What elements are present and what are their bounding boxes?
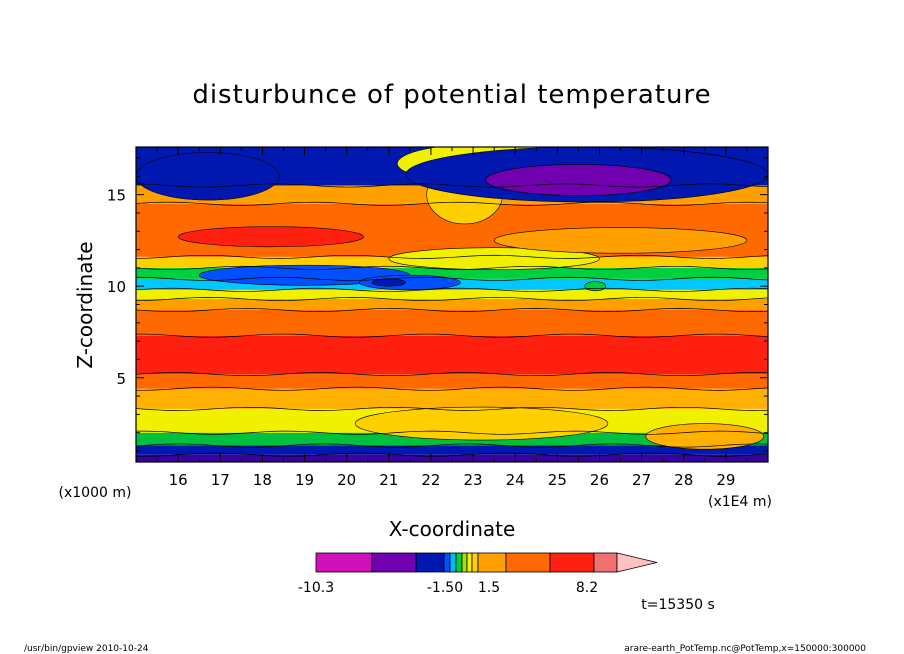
contour-line-12 (136, 265, 768, 270)
program-label: /usr/bin/gpview 2010-10-24 (24, 644, 149, 654)
colorbar-bin (371, 552, 417, 573)
x-scale-label: (x1E4 m) (708, 494, 772, 510)
colorbar-labels: -10.3 -1.50 1.5 8.2 (298, 580, 598, 596)
contour-line-5 (136, 386, 768, 391)
colorbar-bin (471, 552, 479, 573)
y-axis-label: Z-coordinate (73, 241, 97, 368)
x-tick-label: 19 (295, 471, 314, 489)
x-tick-label: 16 (169, 471, 188, 489)
x-tick-label: 26 (590, 471, 609, 489)
y-tick-label: 10 (107, 278, 126, 296)
y-axis: 5 10 15 (107, 157, 768, 452)
contour-line-14 (136, 201, 768, 206)
contour-band-8 (136, 299, 768, 310)
contour-feature-8 (388, 247, 600, 271)
x-tick-label: 27 (632, 471, 651, 489)
colorbar-bin (549, 552, 595, 573)
source-label: arare-earth_PotTemp.nc@PotTemp,x=150000:… (624, 644, 866, 654)
x-axis-label: X-coordinate (389, 517, 516, 541)
colorbar-bin (461, 552, 468, 573)
contour-line-11 (136, 276, 768, 281)
contour-line-8 (136, 308, 768, 312)
contour-feature-11 (354, 406, 609, 441)
colorbar-label: 8.2 (576, 580, 598, 596)
contour-band-9 (136, 289, 768, 300)
colorbar-extension (616, 552, 658, 573)
x-tick-label: 22 (421, 471, 440, 489)
x-tick-label: 18 (253, 471, 272, 489)
colorbar-bin (466, 552, 473, 573)
colorbar-bin (443, 552, 451, 573)
y-scale-label: (x1000 m) (59, 485, 132, 501)
contour-feature-10 (584, 281, 607, 292)
contour-band-4 (136, 388, 768, 409)
time-label: t=15350 s (641, 597, 715, 613)
contour-feature-9 (493, 227, 748, 254)
contour-feature-13 (136, 152, 280, 201)
contour-feature-7 (485, 164, 672, 196)
x-tick-label: 24 (506, 471, 525, 489)
contour-band-5 (136, 374, 768, 389)
y-tick-label: 15 (107, 187, 126, 205)
contour-line-6 (136, 372, 768, 377)
contour-line-15 (136, 183, 768, 188)
x-tick-label: 28 (674, 471, 693, 489)
colorbar-label: -1.50 (427, 580, 463, 596)
colorbar-label: 1.5 (478, 580, 500, 596)
colorbar-bin (455, 552, 463, 573)
contour-line-1 (136, 452, 768, 457)
contour-band-6 (136, 335, 768, 375)
contour-line-13 (136, 254, 768, 259)
colorbar-label: -10.3 (298, 580, 334, 596)
contour-feature-3 (371, 278, 406, 287)
colorbar-bin (449, 552, 457, 573)
contour-line-10 (136, 287, 768, 292)
x-tick-label: 17 (211, 471, 230, 489)
contour-feature-12 (645, 423, 765, 450)
x-tick-label: 23 (464, 471, 483, 489)
contour-band-1 (136, 445, 768, 455)
contour-line-7 (136, 333, 768, 338)
x-axis: 16 17 18 19 20 21 22 23 24 25 26 27 28 29 (156, 147, 748, 489)
x-tick-label: 21 (379, 471, 398, 489)
contour-line-9 (136, 297, 768, 301)
contour-band-7 (136, 309, 768, 336)
contour-feature-0 (177, 226, 364, 248)
x-tick-label: 20 (337, 471, 356, 489)
contour-line-2 (136, 443, 768, 448)
plot-area (136, 147, 768, 462)
contour-line-4 (136, 406, 768, 411)
x-tick-label: 29 (716, 471, 735, 489)
colorbar-bin (593, 552, 618, 573)
y-tick-label: 5 (116, 370, 126, 388)
colorbar-bin (505, 552, 551, 573)
contour-line-3 (136, 430, 768, 435)
chart-title: disturbunce of potential temperature (192, 80, 711, 110)
colorbar (315, 552, 658, 573)
colorbar-bin (477, 552, 507, 573)
colorbar-bin (415, 552, 445, 573)
x-tick-label: 25 (548, 471, 567, 489)
colorbar-bin (315, 552, 373, 573)
contour-band-11 (136, 267, 768, 279)
